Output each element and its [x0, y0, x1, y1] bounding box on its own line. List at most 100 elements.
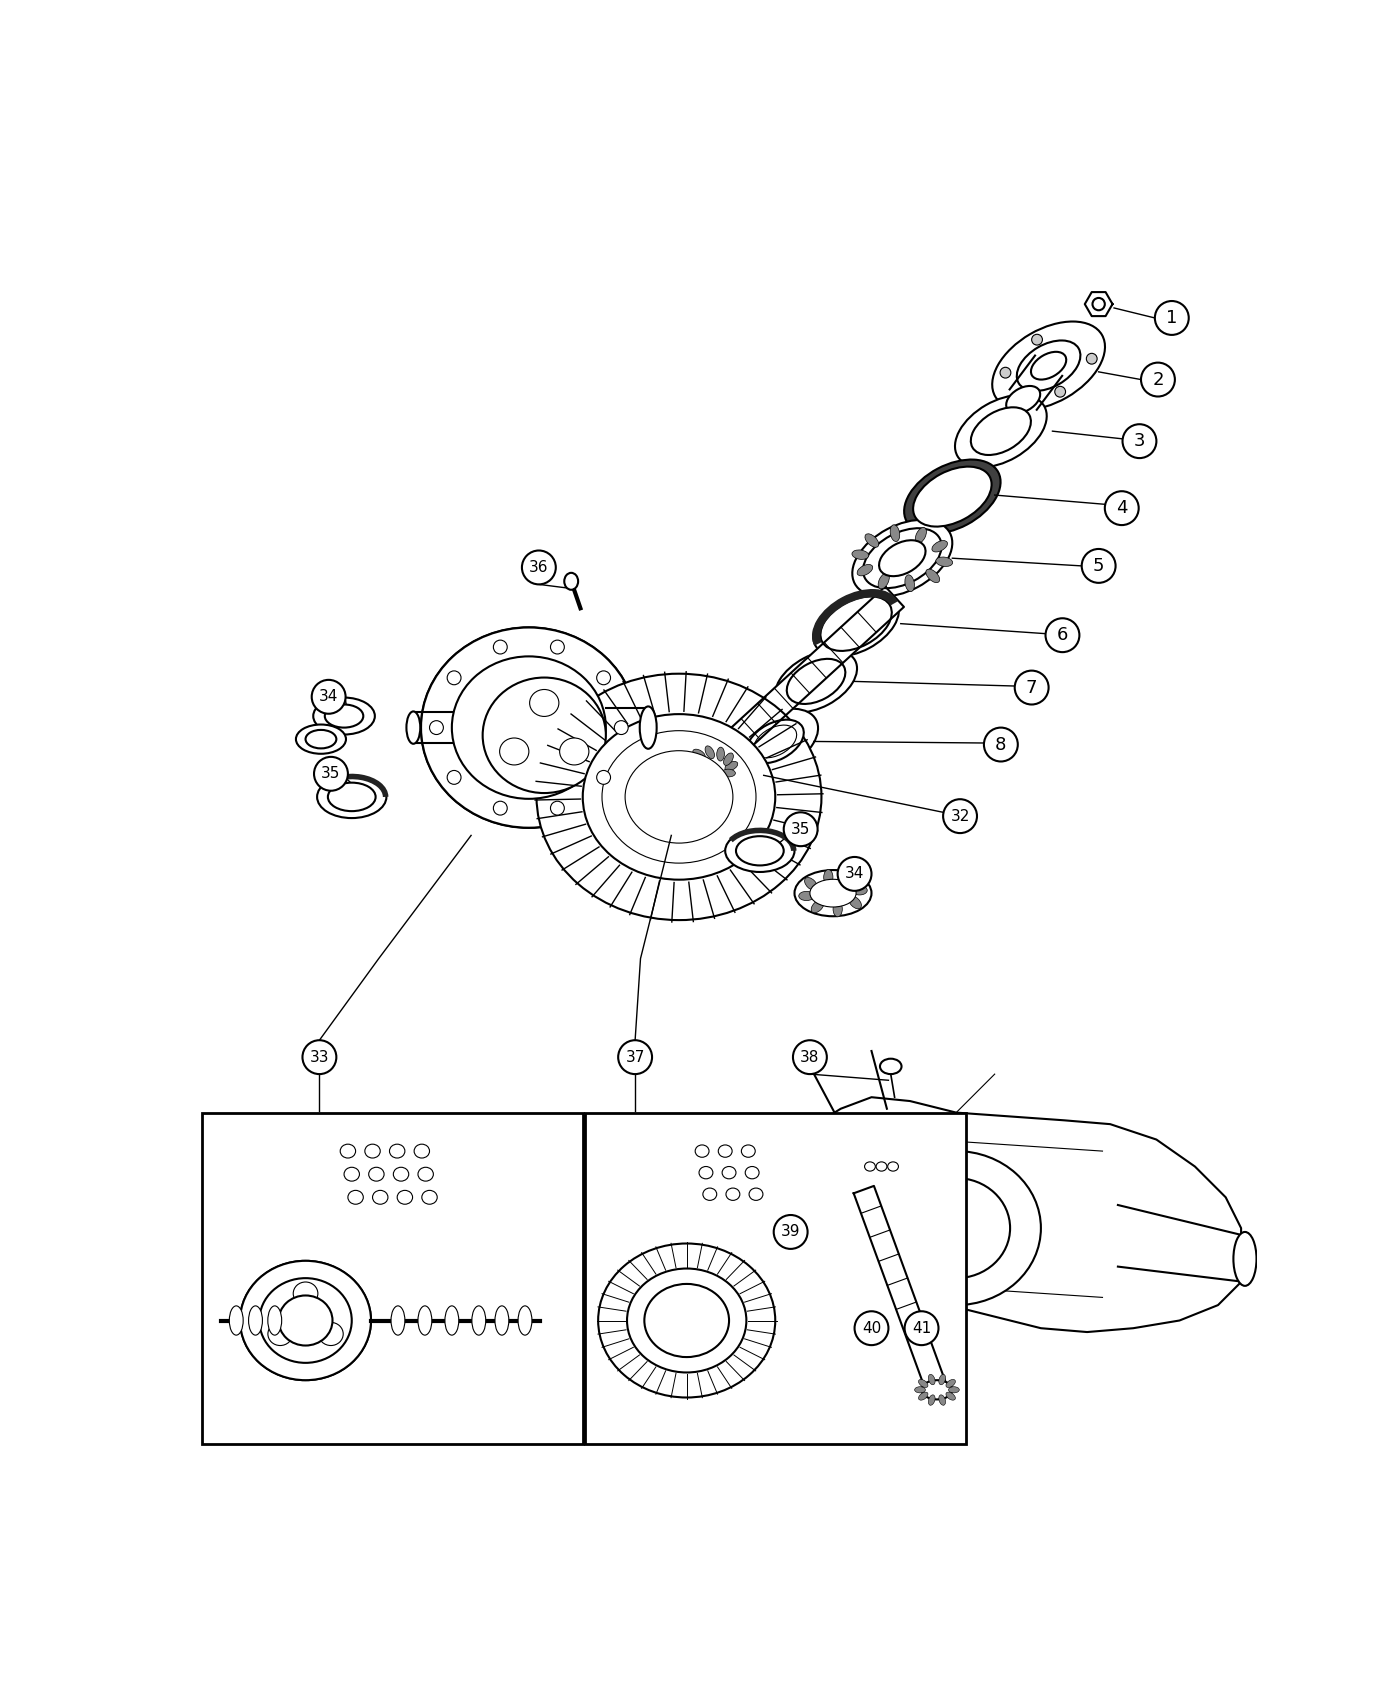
Ellipse shape — [881, 1059, 902, 1074]
Circle shape — [619, 1040, 652, 1074]
Text: 33: 33 — [309, 1049, 329, 1064]
Ellipse shape — [939, 1374, 945, 1386]
Ellipse shape — [918, 1379, 928, 1387]
Ellipse shape — [857, 564, 872, 576]
Ellipse shape — [932, 541, 948, 552]
Ellipse shape — [823, 869, 833, 886]
Ellipse shape — [267, 1306, 281, 1335]
Text: 6: 6 — [1057, 626, 1068, 644]
Ellipse shape — [853, 549, 869, 559]
Ellipse shape — [862, 529, 942, 588]
Ellipse shape — [259, 1278, 351, 1363]
Ellipse shape — [753, 726, 797, 758]
Ellipse shape — [853, 520, 952, 597]
Ellipse shape — [529, 690, 559, 716]
Ellipse shape — [848, 896, 861, 910]
Ellipse shape — [935, 558, 952, 566]
Ellipse shape — [736, 836, 784, 865]
Circle shape — [493, 801, 507, 814]
Ellipse shape — [483, 678, 606, 794]
Ellipse shape — [421, 627, 637, 828]
Ellipse shape — [732, 709, 818, 774]
Ellipse shape — [776, 651, 857, 712]
Ellipse shape — [928, 1374, 935, 1386]
Text: 37: 37 — [626, 1049, 645, 1064]
Ellipse shape — [904, 575, 914, 592]
Circle shape — [904, 1311, 938, 1345]
Ellipse shape — [939, 1394, 945, 1406]
Polygon shape — [809, 1096, 1242, 1333]
Ellipse shape — [888, 1161, 899, 1171]
Ellipse shape — [279, 1295, 333, 1345]
Ellipse shape — [241, 1261, 371, 1380]
Circle shape — [522, 551, 556, 585]
Circle shape — [550, 801, 564, 814]
Ellipse shape — [725, 830, 795, 872]
Ellipse shape — [644, 1284, 729, 1357]
Circle shape — [1155, 301, 1189, 335]
Circle shape — [312, 680, 346, 714]
Polygon shape — [1085, 292, 1113, 316]
Polygon shape — [854, 1187, 946, 1394]
Ellipse shape — [518, 1306, 532, 1335]
Ellipse shape — [249, 1306, 262, 1335]
Text: 34: 34 — [319, 688, 339, 704]
Ellipse shape — [724, 753, 734, 765]
Ellipse shape — [693, 753, 727, 779]
Ellipse shape — [897, 1314, 914, 1328]
Ellipse shape — [795, 870, 871, 916]
Text: 38: 38 — [801, 1049, 819, 1064]
Ellipse shape — [582, 714, 776, 879]
Circle shape — [854, 1311, 889, 1345]
Circle shape — [1082, 549, 1116, 583]
Circle shape — [1015, 670, 1049, 704]
Circle shape — [1046, 619, 1079, 653]
Ellipse shape — [843, 874, 855, 886]
Ellipse shape — [706, 746, 714, 758]
Ellipse shape — [693, 750, 706, 758]
Ellipse shape — [1233, 1232, 1257, 1285]
Ellipse shape — [878, 573, 889, 588]
Ellipse shape — [627, 1268, 746, 1372]
Text: 41: 41 — [911, 1321, 931, 1336]
Text: 40: 40 — [862, 1321, 881, 1336]
Text: 4: 4 — [1116, 500, 1127, 517]
Circle shape — [837, 857, 871, 891]
Ellipse shape — [230, 1306, 244, 1335]
Ellipse shape — [406, 711, 420, 745]
Ellipse shape — [1007, 386, 1040, 413]
Text: 7: 7 — [1026, 678, 1037, 697]
Ellipse shape — [325, 704, 364, 728]
Circle shape — [1000, 367, 1011, 377]
Ellipse shape — [685, 755, 699, 763]
Ellipse shape — [970, 408, 1030, 456]
Ellipse shape — [721, 768, 735, 777]
Bar — [202, 1112, 582, 1443]
Ellipse shape — [316, 775, 386, 818]
Ellipse shape — [914, 1387, 925, 1392]
Ellipse shape — [1030, 352, 1067, 379]
Ellipse shape — [925, 570, 939, 583]
Ellipse shape — [598, 1243, 776, 1397]
Text: 2: 2 — [1152, 371, 1163, 389]
Circle shape — [447, 770, 461, 784]
Ellipse shape — [993, 321, 1105, 410]
Ellipse shape — [955, 394, 1047, 468]
Text: 32: 32 — [951, 809, 970, 824]
Ellipse shape — [714, 774, 727, 784]
Ellipse shape — [918, 1392, 928, 1401]
Ellipse shape — [787, 660, 846, 704]
Ellipse shape — [319, 1323, 343, 1345]
Ellipse shape — [496, 1306, 508, 1335]
Circle shape — [615, 721, 629, 734]
Ellipse shape — [916, 527, 927, 544]
Ellipse shape — [696, 772, 703, 785]
Ellipse shape — [295, 724, 346, 753]
Ellipse shape — [762, 1243, 776, 1251]
Ellipse shape — [921, 1380, 952, 1399]
Ellipse shape — [419, 1306, 431, 1335]
Ellipse shape — [706, 774, 714, 787]
Ellipse shape — [876, 1161, 888, 1171]
Ellipse shape — [500, 738, 529, 765]
Ellipse shape — [267, 1323, 293, 1345]
